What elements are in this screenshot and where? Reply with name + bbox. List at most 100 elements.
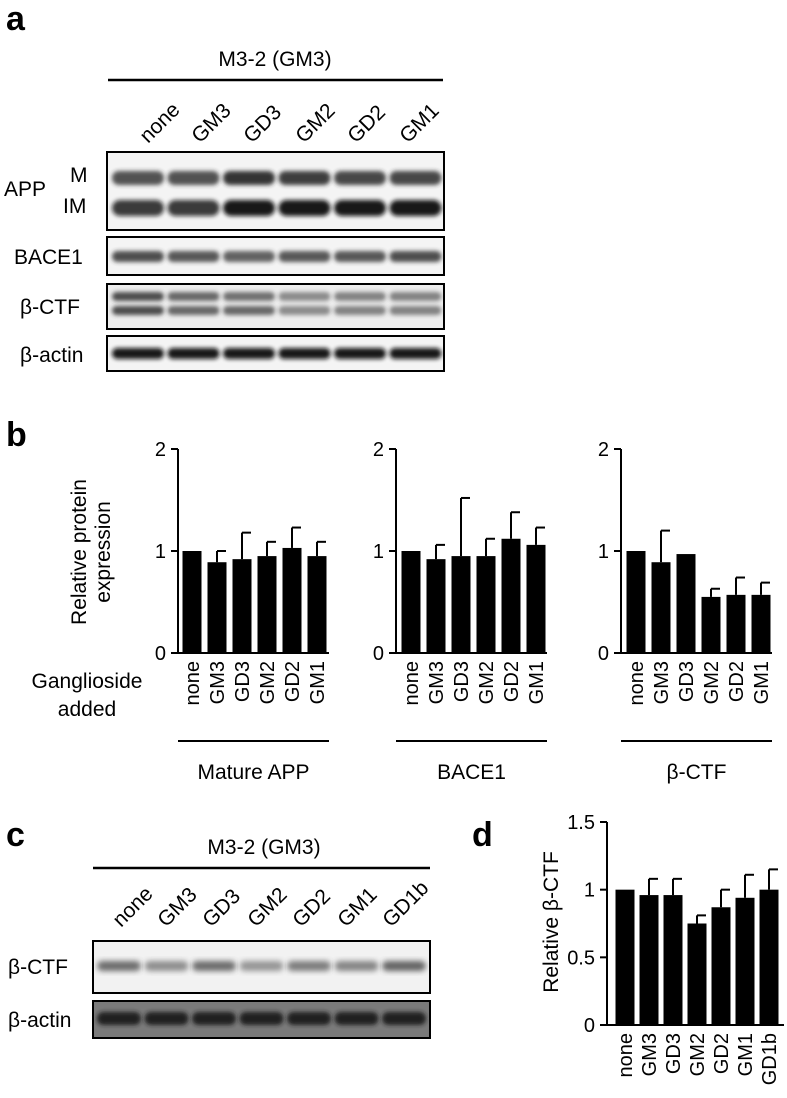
app-band-m-label: M [70,164,88,187]
bctf-bar-none [626,551,646,653]
panel-c-cell-line: M3-2 (GM3) [207,836,320,859]
bctf-blot [106,283,445,330]
actin-blot-label: β-actin [20,344,83,367]
mature-app-y-tick-label-0: 0 [155,643,166,665]
mature-app-category-label-gd2: GD2 [282,661,304,702]
d-y-tick-label-1: 0.5 [567,947,595,969]
bace1-band-5 [334,251,386,262]
bctf-category-label-gd3: GD3 [676,661,698,702]
bace1-bar-gm2 [476,556,496,653]
bace1-category-label-gm2: GM2 [476,661,498,704]
d-bar-gd2 [711,907,731,1025]
app-m-band-3 [223,171,275,185]
app-blot-frame [106,151,445,231]
app-blot [106,151,445,231]
c-bctf-blot [92,940,431,994]
bctf-lower-band-3 [223,306,275,315]
c-bctf-band-7 [382,961,426,971]
c-actin-band-1 [97,1012,141,1025]
d-bar-gm2 [687,923,707,1025]
bace1-group-label: BACE1 [437,761,506,784]
panel-c-letter: c [6,816,25,854]
bctf-category-label-gm2: GM2 [701,661,723,704]
c-lane-label-gd3: GD3 [198,885,245,932]
c-bctf-band-4 [239,961,284,971]
bctf-upper-band-4 [278,292,331,301]
c-lane-label-gd2: GD2 [288,885,335,932]
mature-app-bar-gd3 [232,559,252,653]
app-im-band-1 [112,200,164,216]
app-m-band-4 [278,171,331,185]
bctf-lower-band-2 [167,306,220,315]
a-lane-label-none: none [135,98,184,147]
d-category-label-gd1b: GD1b [759,1033,781,1085]
app-bands [112,171,442,216]
c-lane-label-none: none [108,882,157,931]
c-actin-blot [92,1000,431,1039]
panel-a-letter: a [6,0,26,38]
app-im-band-6 [389,200,442,216]
d-bar-gd1b [759,889,779,1025]
bctf-bands [112,292,442,315]
bctf-upper-band-3 [223,292,275,301]
mature-app-category-label-gd3: GD3 [232,661,254,702]
mature-app-bar-gm3 [207,562,227,653]
actin-bands [112,348,442,359]
actin-band-2 [167,348,220,359]
c-actin-blot-label: β-actin [8,1009,71,1032]
bace1-blot-label: BACE1 [14,246,83,269]
c-lane-label-gm3: GM3 [153,883,201,931]
mature-app-bar-gm1 [307,556,327,653]
bace1-category-label-gd2: GD2 [501,661,523,702]
app-band-im-label: IM [63,195,86,218]
bctf-upper-band-5 [334,292,386,301]
actin-band-6 [389,348,442,359]
d-category-label-gd2: GD2 [711,1033,733,1074]
d-bar-gm1 [735,897,755,1025]
panel-b-ylabel-line1: Relative protein [68,479,91,625]
bctf-category-label-none: none [626,661,648,706]
c-bctf-band-1 [97,961,141,971]
d-y-tick-label-3: 1.5 [567,812,595,834]
a-lane-label-gd2: GD2 [343,101,390,148]
app-blot-label: APP [4,178,46,201]
bctf-bar-gd2 [726,594,746,653]
c-bctf-blot-label: β-CTF [8,956,68,979]
panel-a: a M3-2 (GM3) none GM3 GD3 GM2 GD2 GM1 APP M I… [4,0,445,372]
app-im-band-4 [278,200,331,216]
d-category-label-gm1: GM1 [735,1033,757,1076]
bctf-group-label: β-CTF [667,761,727,784]
bctf-bar-gm1 [751,594,771,653]
d-category-label-gm3: GM3 [639,1033,661,1076]
app-m-band-6 [389,171,442,185]
app-im-band-3 [223,200,275,216]
a-lane-label-gm3: GM3 [187,99,235,147]
panel-b: b Relative protein expression Gangliosid… [6,416,773,784]
bctf-y-tick-label-1: 1 [598,541,609,563]
bctf-y-tick-label-2: 2 [598,439,609,461]
c-actin-band-2 [144,1012,189,1025]
mature-app-category-label-gm1: GM1 [307,661,329,704]
bctf-blot-frame [106,283,445,330]
panel-b-xlabel-line2: added [58,698,116,721]
d-y-tick-label-0: 0 [584,1015,595,1037]
c-bctf-band-2 [144,961,189,971]
app-m-band-5 [334,171,386,185]
app-im-band-5 [334,200,386,216]
c-actin-band-5 [287,1012,331,1025]
bctf-category-label-gm3: GM3 [651,661,673,704]
bctf-category-label-gd2: GD2 [726,661,748,702]
c-lane-label-gm1: GM1 [333,883,381,931]
actin-band-1 [112,348,164,359]
app-im-band-2 [167,200,220,216]
bace1-bar-gm1 [526,544,546,653]
chart-bace1: 0 1 2 none GM3 GD3 GM2 GD2 GM1 BACE1 [373,439,548,784]
bctf-lower-band-4 [278,306,331,315]
a-lane-label-gd3: GD3 [239,101,286,148]
mature-app-category-label-gm3: GM3 [207,661,229,704]
c-lane-label-gm2: GM2 [243,883,291,931]
